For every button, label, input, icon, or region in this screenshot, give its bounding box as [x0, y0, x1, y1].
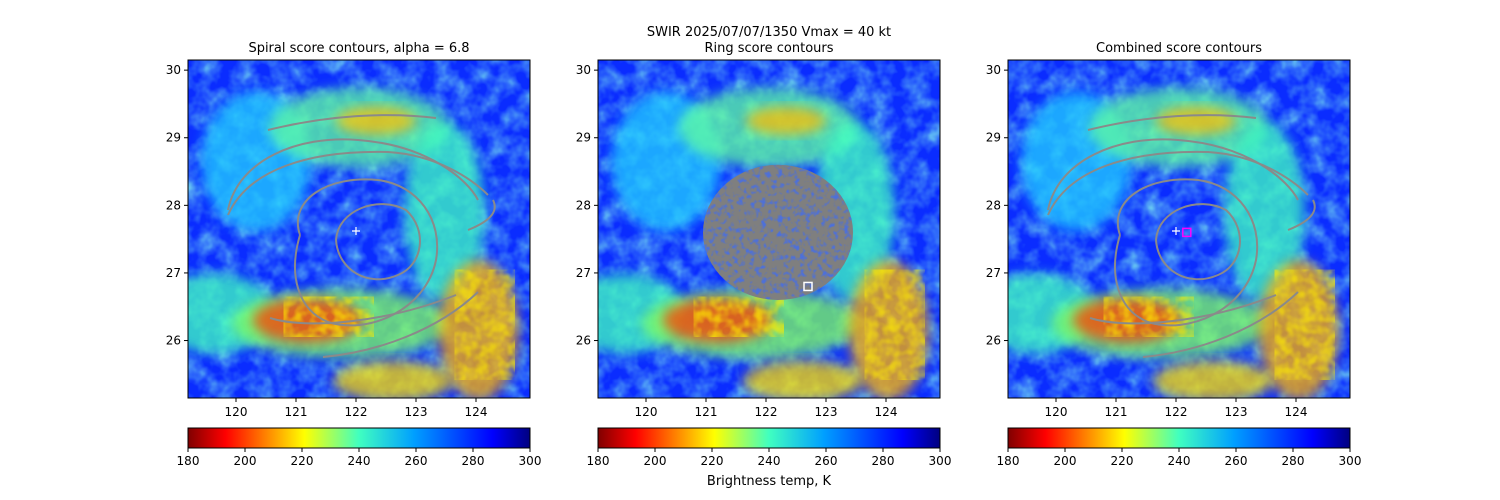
y-tick-label: 29 [986, 131, 1001, 145]
colorbar-tick-label: 200 [234, 454, 257, 468]
axes-frame [1007, 59, 1351, 399]
contour-line [1287, 199, 1316, 231]
axes-frame [187, 59, 531, 399]
y-tick-label: 27 [166, 266, 181, 280]
colorbar-tick-label: 220 [1111, 454, 1134, 468]
colorbar-tick-label: 300 [519, 454, 542, 468]
panel-2: Ring score contours 120 121 122 123 124 26 27 28… [576, 41, 952, 468]
y-tick-label: 28 [576, 198, 591, 212]
y-tick-label: 30 [576, 63, 591, 77]
brightness-image [188, 60, 530, 398]
x-tick-label: 124 [1285, 405, 1308, 419]
x-tick-label: 123 [405, 405, 428, 419]
axes-frame [597, 59, 941, 399]
x-tick-label: 120 [225, 405, 248, 419]
colorbar: 180 200 220 240 260 280 300 [177, 427, 542, 468]
colorbar-tick-label: 260 [815, 454, 838, 468]
x-tick-label: 122 [345, 405, 368, 419]
y-tick-label: 27 [576, 266, 591, 280]
center-square-marker [1182, 227, 1192, 238]
x-tick-label: 123 [815, 405, 838, 419]
y-tick-label: 30 [166, 63, 181, 77]
x-tick-label: 123 [1225, 405, 1248, 419]
colorbar-tick-label: 240 [348, 454, 371, 468]
ring-mask [703, 164, 853, 300]
colorbar-tick-label: 300 [1339, 454, 1362, 468]
colorbar-gradient [1007, 427, 1351, 449]
y-tick-label: 29 [576, 131, 591, 145]
panel-title: Ring score contours [704, 41, 833, 56]
colorbar-label: Brightness temp, K [707, 474, 832, 489]
panel-1: Spiral score contours, alpha = 6.8 120 121… [166, 41, 542, 468]
x-tick-label: 122 [755, 405, 778, 419]
colorbar-tick-label: 240 [1168, 454, 1191, 468]
contour-line [335, 203, 421, 281]
brightness-image [1008, 60, 1350, 398]
y-tick-label: 28 [986, 198, 1001, 212]
contour-line [1142, 291, 1299, 358]
x-tick-label: 120 [635, 405, 658, 419]
colorbar-tick-label: 220 [291, 454, 314, 468]
y-tick-label: 26 [166, 334, 181, 348]
colorbar-tick-label: 180 [587, 454, 610, 468]
x-tick-label: 121 [285, 405, 308, 419]
colorbar-tick-label: 240 [758, 454, 781, 468]
colorbar: 180 200 220 240 260 280 300 [997, 427, 1362, 468]
contour-line [269, 294, 457, 325]
colorbar-gradient [187, 427, 531, 449]
colorbar-tick-label: 300 [929, 454, 952, 468]
center-square-marker [803, 281, 813, 292]
panel-title: Combined score contours [1096, 41, 1262, 56]
score-contours [227, 114, 496, 358]
y-tick-label: 26 [576, 334, 591, 348]
x-tick-label: 124 [465, 405, 488, 419]
x-tick-label: 120 [1045, 405, 1068, 419]
contour-line [1087, 114, 1257, 131]
contour-line [1047, 138, 1299, 211]
colorbar-tick-label: 220 [701, 454, 724, 468]
colorbar-tick-label: 260 [1225, 454, 1248, 468]
y-tick-label: 30 [986, 63, 1001, 77]
contour-line [227, 138, 479, 211]
colorbar-tick-label: 280 [1282, 454, 1305, 468]
contour-line [267, 114, 437, 131]
contour-line [1114, 178, 1259, 327]
contour-line [1155, 203, 1241, 281]
suptitle: SWIR 2025/07/07/1350 Vmax = 40 kt [647, 25, 891, 40]
colorbar-tick-label: 260 [405, 454, 428, 468]
contour-line [322, 291, 479, 358]
x-tick-label: 122 [1165, 405, 1188, 419]
x-tick-label: 124 [875, 405, 898, 419]
y-tick-label: 28 [166, 198, 181, 212]
y-tick-label: 29 [166, 131, 181, 145]
panel-title: Spiral score contours, alpha = 6.8 [248, 41, 469, 56]
x-tick-label: 121 [1105, 405, 1128, 419]
colorbar-gradient [597, 427, 941, 449]
colorbar-tick-label: 200 [1054, 454, 1077, 468]
contour-line [1047, 150, 1309, 216]
y-tick-label: 27 [986, 266, 1001, 280]
center-plus-marker [1172, 227, 1180, 236]
contour-line [467, 199, 496, 231]
colorbar-tick-label: 280 [462, 454, 485, 468]
contour-line [294, 178, 439, 327]
center-plus-marker [352, 227, 360, 236]
colorbar: 180 200 220 240 260 280 300 [587, 427, 952, 468]
colorbar-tick-label: 280 [872, 454, 895, 468]
contour-line [227, 150, 489, 216]
colorbar-tick-label: 200 [644, 454, 667, 468]
panel-3: Combined score contours 120 121 122 123 124 26… [986, 41, 1362, 468]
colorbar-tick-label: 180 [997, 454, 1020, 468]
contour-line [1089, 294, 1277, 325]
colorbar-tick-label: 180 [177, 454, 200, 468]
brightness-image [598, 60, 940, 398]
x-tick-label: 121 [695, 405, 718, 419]
score-contours [1047, 114, 1316, 358]
y-tick-label: 26 [986, 334, 1001, 348]
panels: Spiral score contours, alpha = 6.8 120 121… [166, 41, 1362, 468]
